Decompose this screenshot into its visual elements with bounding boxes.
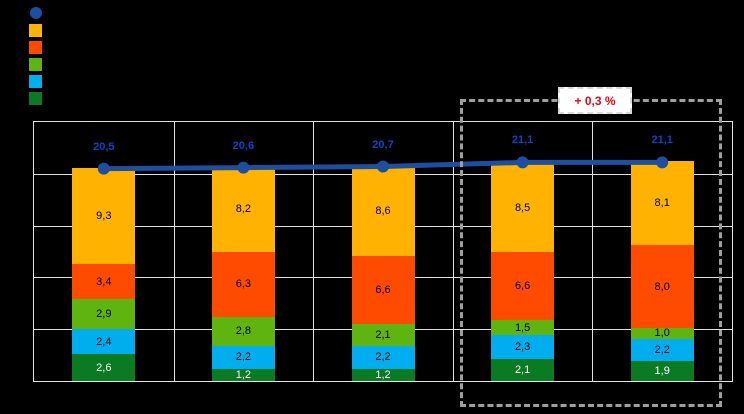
segment-value-label: 1,5 [514,321,531,334]
segment-value-label: 3,4 [96,275,112,288]
segment-value-label: 2,1 [375,328,391,341]
annotation-callout: + 0,3 % [558,87,632,114]
segment-value-label: 9,3 [96,209,112,222]
dark-green-segment: 1,2 [351,368,415,381]
plot-area: 9,3 3,4 2,9 2,4 2,6 8,2 6,3 2,8 2,2 1,2 8,6 6,6 2,1 2… [33,121,733,382]
segment-value-label: 8,2 [235,203,252,216]
stacked-bar: 8,6 6,6 2,1 2,2 1,2 [351,166,415,381]
total-line-marker-icon [97,162,110,175]
orange-segment: 8,1 [630,161,694,246]
light-blue-segment: 2,2 [351,345,415,369]
orange-series-icon [29,24,42,37]
light-blue-segment: 2,2 [630,338,694,362]
segment-value-label: 2,1 [514,364,531,377]
light-blue-segment: 2,2 [211,345,275,369]
total-line-marker-icon [377,160,389,173]
green-segment: 1,0 [630,327,694,340]
stacked-bar: 8,5 6,6 1,5 2,3 2,1 [491,163,555,381]
total-line-value-label: 21,1 [651,134,673,147]
light-blue-segment: 2,3 [491,335,555,360]
light-blue-segment: 2,4 [72,329,136,355]
red-orange-segment: 8,0 [630,245,694,329]
chart-legend [29,7,43,105]
segment-value-label: 1,2 [375,368,391,381]
red-orange-segment: 6,6 [491,251,555,320]
green-segment: 1,5 [491,319,555,336]
total-line-marker-icon [656,156,669,169]
dark-green-segment: 2,6 [72,354,136,381]
green-segment: 2,9 [72,299,136,330]
segment-value-label: 1,2 [235,368,252,381]
dark-green-segment: 1,2 [211,368,275,381]
green-segment: 2,8 [211,316,275,346]
stacked-bar: 8,2 6,3 2,8 2,2 1,2 [211,166,275,381]
total-line-value-label: 20,7 [372,138,394,151]
segment-value-label: 2,8 [235,325,252,338]
segment-value-label: 2,3 [514,341,531,354]
segment-value-label: 2,2 [235,351,252,364]
highlight-dashed-box [460,99,722,407]
total-line-marker-icon [237,161,250,174]
segment-value-label: 6,6 [514,279,531,292]
dark-green-segment: 2,1 [491,359,555,381]
total-line-marker-icon [516,156,529,169]
gridline-vertical [173,122,175,381]
green-series-icon [29,58,42,71]
light-blue-series-icon [29,75,42,88]
segment-value-label: 1,0 [654,327,670,340]
orange-segment: 8,6 [351,166,415,256]
segment-value-label: 8,5 [514,201,531,214]
annotation-text: + 0,3 % [574,93,616,108]
total-line-layer [97,156,669,175]
total-line-value-label: 20,5 [93,140,115,153]
segment-value-label: 2,6 [96,361,112,374]
red-orange-segment: 3,4 [72,263,136,300]
total-line-value-label: 21,1 [511,134,534,147]
total-line-value-label: 20,6 [232,139,255,152]
orange-segment: 8,5 [491,163,555,252]
segment-value-label: 1,9 [654,365,670,378]
segment-value-label: 2,4 [96,335,112,348]
dark-green-segment: 1,9 [630,361,694,381]
red-orange-segment: 6,3 [211,251,275,317]
segment-value-label: 2,2 [375,351,391,364]
gridline-vertical [313,122,315,381]
stacked-bar: 8,1 8,0 1,0 2,2 1,9 [630,161,694,381]
gridline-vertical [592,122,594,381]
orange-segment: 8,2 [211,166,275,252]
segment-value-label: 8,6 [375,205,391,218]
segment-value-label: 6,6 [375,283,391,296]
stacked-bar: 9,3 3,4 2,9 2,4 2,6 [72,167,136,381]
segment-value-label: 2,9 [96,308,112,321]
red-orange-series-icon [29,41,42,54]
segment-value-label: 8,0 [654,280,670,293]
gridline-vertical [452,122,454,381]
segment-value-label: 2,2 [654,343,670,356]
red-orange-segment: 6,6 [351,255,415,325]
dark-green-series-icon [29,92,42,105]
line-series-dot-icon [30,7,42,19]
segment-value-label: 6,3 [235,278,252,291]
orange-segment: 9,3 [72,167,136,264]
green-segment: 2,1 [351,324,415,346]
segment-value-label: 8,1 [654,197,670,210]
